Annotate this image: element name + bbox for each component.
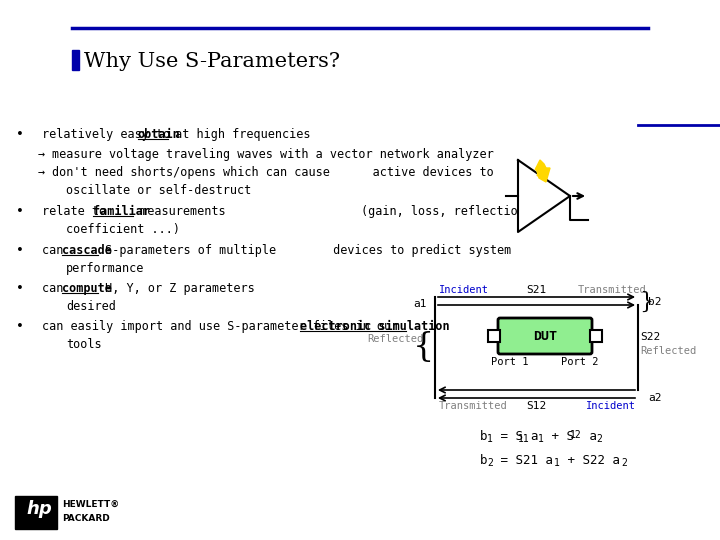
Text: DUT: DUT [533,329,557,342]
Polygon shape [518,160,570,232]
Text: Port 2: Port 2 [562,357,599,367]
Text: HEWLETT®: HEWLETT® [62,500,120,509]
Text: •: • [16,128,24,141]
Text: coefficient ...): coefficient ...) [66,223,180,236]
Text: Transmitted: Transmitted [439,401,508,411]
Text: tools: tools [66,338,102,351]
Text: familiar: familiar [92,205,150,218]
Text: H, Y, or Z parameters: H, Y, or Z parameters [97,282,254,295]
Text: Reflected: Reflected [640,346,696,355]
Text: performance: performance [66,262,145,275]
Text: S22: S22 [640,332,660,341]
Bar [15,496,57,529]
Text: Incident: Incident [439,285,489,295]
Text: a: a [530,430,538,443]
Text: {: { [413,332,434,363]
Text: a2: a2 [648,393,662,403]
Text: = S21 a: = S21 a [493,454,553,467]
Text: 2: 2 [596,434,602,444]
Text: 1: 1 [487,434,493,444]
Text: Why Use S-Parameters?: Why Use S-Parameters? [84,52,340,71]
Text: Incident: Incident [586,401,636,411]
Text: hp: hp [26,500,52,518]
Text: a: a [582,430,597,443]
Text: b2: b2 [648,297,662,307]
Text: •: • [16,320,24,333]
Text: •: • [16,282,24,295]
Text: •: • [16,244,24,257]
Text: relate to: relate to [42,205,113,218]
Text: don't need shorts/opens which can cause      active devices to: don't need shorts/opens which can cause … [52,166,494,179]
Text: →: → [38,166,45,179]
Text: 2: 2 [487,458,493,468]
FancyBboxPatch shape [498,318,592,354]
Text: can: can [42,282,71,295]
Text: 2: 2 [621,458,627,468]
Text: 12: 12 [570,430,582,440]
Text: obtain: obtain [138,128,181,141]
Text: S12: S12 [526,401,546,411]
Text: }: } [639,291,653,313]
Text: desired: desired [66,300,116,313]
Polygon shape [535,160,548,180]
Text: Reflected: Reflected [367,334,423,345]
Text: Port 1: Port 1 [491,357,528,367]
Text: measure voltage traveling waves with a vector network analyzer: measure voltage traveling waves with a v… [52,148,494,161]
Text: b: b [480,430,487,443]
Bar [488,330,500,342]
Text: a1: a1 [413,299,426,309]
Text: + S: + S [544,430,574,443]
Text: →: → [38,148,45,161]
Text: Transmitted: Transmitted [578,285,647,295]
Bar [72,50,79,70]
Text: •: • [16,205,24,218]
Text: oscillate or self-destruct: oscillate or self-destruct [66,184,251,197]
Text: at high frequencies: at high frequencies [168,128,311,141]
Text: 11: 11 [518,434,530,444]
Text: PACKARD: PACKARD [62,514,109,523]
Text: 1: 1 [554,458,560,468]
Text: can easily import and use S-parameter files in our: can easily import and use S-parameter fi… [42,320,405,333]
Polygon shape [536,168,550,182]
Text: measurements                   (gain, loss, reflection: measurements (gain, loss, reflection [133,205,525,218]
Bar [590,330,602,342]
Text: = S: = S [493,430,523,443]
Text: S21: S21 [526,285,546,295]
Text: can: can [42,244,71,257]
Text: cascade: cascade [62,244,112,257]
Text: 1: 1 [538,434,544,444]
Text: electronic simulation: electronic simulation [300,320,449,333]
Text: compute: compute [62,282,112,295]
Text: + S22 a: + S22 a [560,454,620,467]
Text: S-parameters of multiple        devices to predict system: S-parameters of multiple devices to pred… [97,244,510,257]
Text: relatively easy to: relatively easy to [42,128,177,141]
Text: b: b [480,454,487,467]
